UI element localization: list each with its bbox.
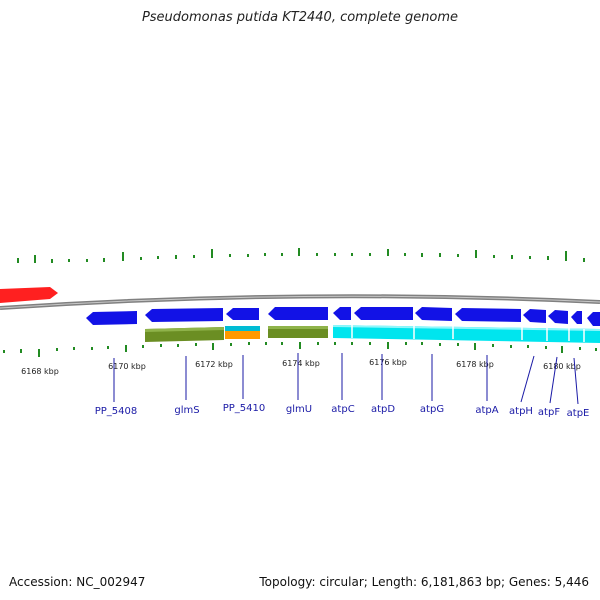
gene-label[interactable]: atpF <box>538 407 560 418</box>
kbp-label: 6176 kbp <box>369 358 407 367</box>
cds-PP_5408[interactable] <box>86 311 137 325</box>
gene-label[interactable]: glmS <box>174 405 199 416</box>
gene-label[interactable]: atpC <box>331 404 354 415</box>
cds-atpE[interactable] <box>571 311 582 324</box>
map-title: Pseudomonas putida KT2440, complete geno… <box>141 10 459 25</box>
kbp-labels: 6168 kbp 6170 kbp 6172 kbp 6174 kbp 6176… <box>21 358 581 376</box>
cds-glmU[interactable] <box>268 307 328 320</box>
cds-red-feature[interactable] <box>0 287 58 303</box>
gene-label[interactable]: atpH <box>509 406 533 417</box>
feature-subtrack <box>145 325 600 343</box>
kbp-label: 6180 kbp <box>543 362 581 371</box>
kbp-label: 6172 kbp <box>195 360 233 369</box>
kbp-label: 6168 kbp <box>21 367 59 376</box>
cds-next[interactable] <box>587 312 600 326</box>
cyan-segment <box>225 326 260 331</box>
cds-atpC[interactable] <box>333 307 351 320</box>
kbp-label: 6178 kbp <box>456 360 494 369</box>
kbp-label: 6174 kbp <box>282 359 320 368</box>
genome-summary-text: Topology: circular; Length: 6,181,863 bp… <box>259 575 589 589</box>
gene-labels: PP_5408 glmS PP_5410 glmU atpC atpD atpG… <box>95 403 590 419</box>
cds-atpA[interactable] <box>455 308 521 322</box>
upper-tick-track <box>17 248 585 263</box>
cds-atpH[interactable] <box>523 309 546 323</box>
gene-label[interactable]: glmU <box>286 404 312 415</box>
cds-atpG[interactable] <box>415 307 452 321</box>
genome-backbone <box>0 294 600 310</box>
cds-glmS[interactable] <box>145 308 223 322</box>
gene-label[interactable]: PP_5408 <box>95 406 138 417</box>
cds-PP_5410[interactable] <box>226 308 259 320</box>
gene-label[interactable]: atpE <box>567 408 590 419</box>
kbp-label: 6170 kbp <box>108 362 146 371</box>
gene-callout-lines <box>113 353 579 405</box>
gene-label[interactable]: atpG <box>420 404 444 415</box>
cds-atpF[interactable] <box>548 310 568 324</box>
cds-atpD[interactable] <box>354 307 413 320</box>
gene-label[interactable]: atpD <box>371 404 395 415</box>
cds-track <box>86 307 600 326</box>
orange-segment <box>225 331 260 339</box>
lower-tick-track <box>3 342 597 357</box>
accession-text: Accession: NC_002947 <box>9 575 146 589</box>
gene-label[interactable]: atpA <box>475 405 498 416</box>
gene-label[interactable]: PP_5410 <box>223 403 266 414</box>
